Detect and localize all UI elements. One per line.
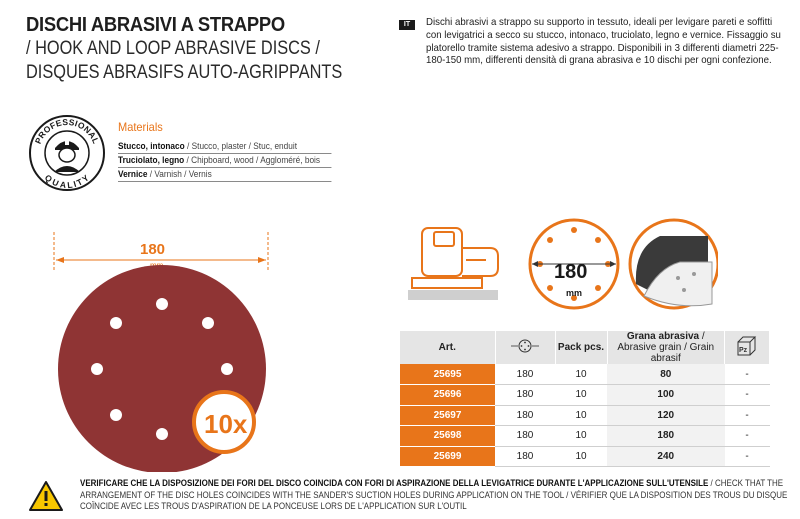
svg-text:180: 180 bbox=[554, 261, 587, 283]
header-pz: Pz bbox=[724, 331, 770, 364]
product-icons: 180 mm bbox=[408, 218, 718, 310]
product-description: Dischi abrasivi a strappo su supporto in… bbox=[426, 16, 781, 67]
material-row: Truciolato, legno / Chipboard, wood / Ag… bbox=[118, 154, 332, 168]
materials-title: Materials bbox=[118, 120, 163, 134]
header-holes bbox=[495, 331, 556, 364]
table-row: 25697 180 10 120 - bbox=[400, 405, 770, 426]
header-pack: Pack pcs. bbox=[555, 331, 608, 364]
materials-section: Materials Stucco, intonaco / Stucco, pla… bbox=[118, 120, 350, 182]
disc-holes bbox=[91, 298, 233, 440]
table-row: 25696 180 10 100 - bbox=[400, 384, 770, 406]
abrasive-disc-illustration: 180 mm 10x bbox=[53, 232, 269, 472]
sander-base bbox=[408, 290, 498, 300]
hook-loop-icon bbox=[628, 218, 718, 310]
table-row: 25698 180 10 180 - bbox=[400, 425, 770, 447]
warning-icon bbox=[29, 481, 63, 511]
material-row: Stucco, intonaco / Stucco, plaster / Stu… bbox=[118, 140, 332, 154]
sander-icon bbox=[411, 227, 499, 289]
pack-badge-text: 10x bbox=[204, 409, 248, 439]
warning-section: VERIFICARE CHE LA DISPOSIZIONE DEI FORI … bbox=[18, 474, 790, 516]
holes-icon bbox=[511, 339, 539, 353]
header-grain: Grana abrasiva / Abrasive grain / Grain … bbox=[607, 331, 725, 364]
table-row: 25699 180 10 240 - bbox=[400, 446, 770, 467]
title-block: DISCHI ABRASIVI A STRAPPO / HOOK AND LOO… bbox=[26, 14, 386, 85]
material-row: Vernice / Varnish / Vernis bbox=[118, 168, 332, 182]
svg-text:Pz: Pz bbox=[739, 347, 748, 354]
header-art: Art. bbox=[400, 331, 496, 364]
box-pz-icon: Pz bbox=[737, 336, 757, 356]
professional-quality-seal: PROFESSIONAL QUALITY bbox=[29, 115, 105, 191]
diameter-icon: 180 mm bbox=[528, 218, 620, 310]
warning-text: VERIFICARE CHE LA DISPOSIZIONE DEI FORI … bbox=[80, 478, 788, 512]
article-table: Art. Pack pcs. Grana abrasiva / Abrasive… bbox=[400, 331, 770, 467]
table-row: 25695 180 10 80 - bbox=[400, 364, 770, 385]
title-french: DISQUES ABRASIFS AUTO-AGRIPPANTS bbox=[26, 62, 343, 83]
title-italian: DISCHI ABRASIVI A STRAPPO bbox=[26, 14, 285, 36]
title-english: / HOOK AND LOOP ABRASIVE DISCS / bbox=[26, 38, 320, 59]
worker-icon bbox=[54, 138, 80, 172]
pack-badge bbox=[192, 390, 256, 454]
svg-text:mm: mm bbox=[566, 288, 582, 298]
table-header-row: Art. Pack pcs. Grana abrasiva / Abrasive… bbox=[400, 331, 770, 364]
language-badge: IT bbox=[399, 20, 415, 30]
disc-diameter-label: 180 bbox=[140, 241, 165, 258]
